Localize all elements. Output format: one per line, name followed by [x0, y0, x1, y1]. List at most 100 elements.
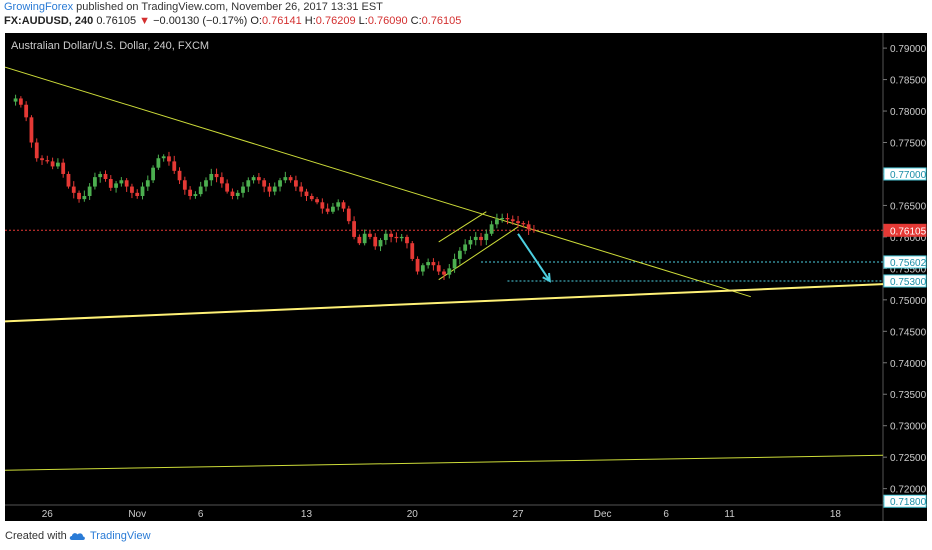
y-tick-label: 0.74000: [890, 359, 927, 370]
y-tick-label: 0.75500: [890, 264, 927, 275]
candle-body: [288, 177, 293, 181]
candle-body: [526, 224, 531, 230]
x-tick-label: 13: [301, 509, 313, 520]
candle-body: [272, 186, 277, 192]
candle-body: [182, 180, 187, 190]
price-label-box: [883, 223, 927, 237]
candle-body: [510, 219, 515, 222]
candle-body: [505, 218, 510, 220]
lower-support-trendline: [5, 454, 884, 471]
candle-body: [256, 177, 261, 181]
created-with-text: Created with: [5, 530, 67, 542]
header-bar: GrowingForex published on TradingView.co…: [0, 0, 932, 32]
candle-body: [294, 180, 298, 187]
candle-body: [119, 180, 124, 184]
candle-body: [235, 192, 240, 196]
footer-bar: Created with TradingView: [0, 524, 932, 550]
projection-arrow-shaft: [517, 233, 551, 282]
candle-body: [61, 162, 66, 174]
candle-body: [532, 229, 536, 231]
candle-body: [494, 219, 499, 225]
low-value: 0.76090: [367, 15, 408, 27]
candle-body: [484, 233, 489, 241]
candle-body: [278, 180, 282, 187]
candle-body: [473, 236, 478, 241]
candle-body: [521, 223, 526, 225]
candle-body: [45, 160, 50, 162]
projection-arrow-head: [542, 272, 551, 283]
price-chart[interactable]: 0.79000 0.78500 0.78000 0.77500 0.77000 0.765…: [5, 33, 927, 521]
candle-body: [315, 199, 319, 203]
price-label-box: [883, 494, 927, 508]
candle-body: [177, 170, 182, 181]
close-value: 0.76105: [421, 15, 462, 27]
candle-body: [399, 236, 404, 239]
candle-body: [50, 161, 55, 167]
candle-body: [304, 191, 309, 196]
candle-body: [410, 243, 415, 259]
y-tick-label: 0.76000: [890, 233, 927, 244]
price-label-text: 0.76105: [890, 226, 927, 237]
descending-resistance-trendline: [5, 66, 751, 298]
price-change: −0.00130 (−0.17%): [153, 15, 248, 27]
x-tick-label: 6: [663, 509, 669, 520]
candle-body: [230, 191, 235, 196]
y-tick-label: 0.77500: [890, 139, 927, 150]
high-label: H:: [304, 15, 316, 27]
x-tick-label: 18: [830, 509, 842, 520]
candle-body: [188, 189, 193, 196]
x-tick-label: 11: [724, 509, 735, 520]
candle-body: [468, 240, 473, 245]
candle-body: [431, 262, 436, 266]
candle-body: [124, 180, 129, 187]
candle-body: [331, 206, 335, 212]
candle-body: [219, 177, 224, 184]
x-tick-label: 26: [42, 509, 54, 520]
open-value: 0.76141: [261, 15, 302, 27]
candle-body: [463, 244, 468, 251]
y-tick-label: 0.72500: [890, 453, 927, 464]
candle-body: [516, 221, 520, 224]
candle-body: [66, 173, 71, 187]
candle-body: [151, 167, 155, 181]
x-tick-label: Dec: [594, 509, 612, 520]
symbol-info: FX:AUDUSD, 240 0.76105 ▼ −0.00130 (−0.17…: [4, 15, 461, 27]
candle-body: [325, 208, 330, 212]
y-tick-label: 0.76500: [890, 201, 927, 212]
candle-body: [341, 202, 346, 209]
candle-body: [40, 158, 44, 161]
tradingview-brand[interactable]: TradingView: [90, 530, 151, 542]
candle-body: [214, 173, 219, 178]
candle-body: [299, 186, 304, 192]
candle-body: [82, 195, 87, 200]
candle-body: [18, 98, 23, 105]
candle-body: [500, 218, 505, 220]
price-label-text: 0.75300: [890, 277, 927, 288]
author-link[interactable]: GrowingForex: [4, 1, 74, 13]
candle-body: [336, 202, 341, 207]
candle-body: [267, 186, 272, 192]
candle-body: [436, 265, 441, 272]
x-tick-label: 20: [407, 509, 419, 520]
candle-body: [87, 186, 92, 196]
candle-body: [389, 233, 394, 237]
candle-body: [93, 177, 97, 187]
chart-title: Australian Dollar/U.S. Dollar, 240, FXCM: [11, 40, 210, 52]
candle-body: [103, 173, 108, 180]
candle-body: [357, 236, 362, 244]
price-label-box: [883, 167, 927, 181]
candle-body: [71, 186, 76, 193]
candle-body: [309, 195, 314, 200]
candle-body: [479, 236, 483, 241]
candle-body: [225, 183, 230, 192]
y-tick-label: 0.78500: [890, 76, 927, 87]
y-tick-label: 0.75000: [890, 296, 927, 307]
y-tick-label: 0.78000: [890, 107, 927, 118]
chart-area[interactable]: 0.79000 0.78500 0.78000 0.77500 0.77000 0.765…: [5, 33, 927, 521]
candle-body: [114, 183, 118, 188]
price-label-text: 0.71800: [890, 497, 927, 508]
y-tick-label: 0.73000: [890, 422, 927, 433]
candle-body: [394, 236, 399, 239]
y-tick-label: 0.73500: [890, 390, 927, 401]
symbol-name: FX:AUDUSD, 240: [4, 15, 94, 27]
